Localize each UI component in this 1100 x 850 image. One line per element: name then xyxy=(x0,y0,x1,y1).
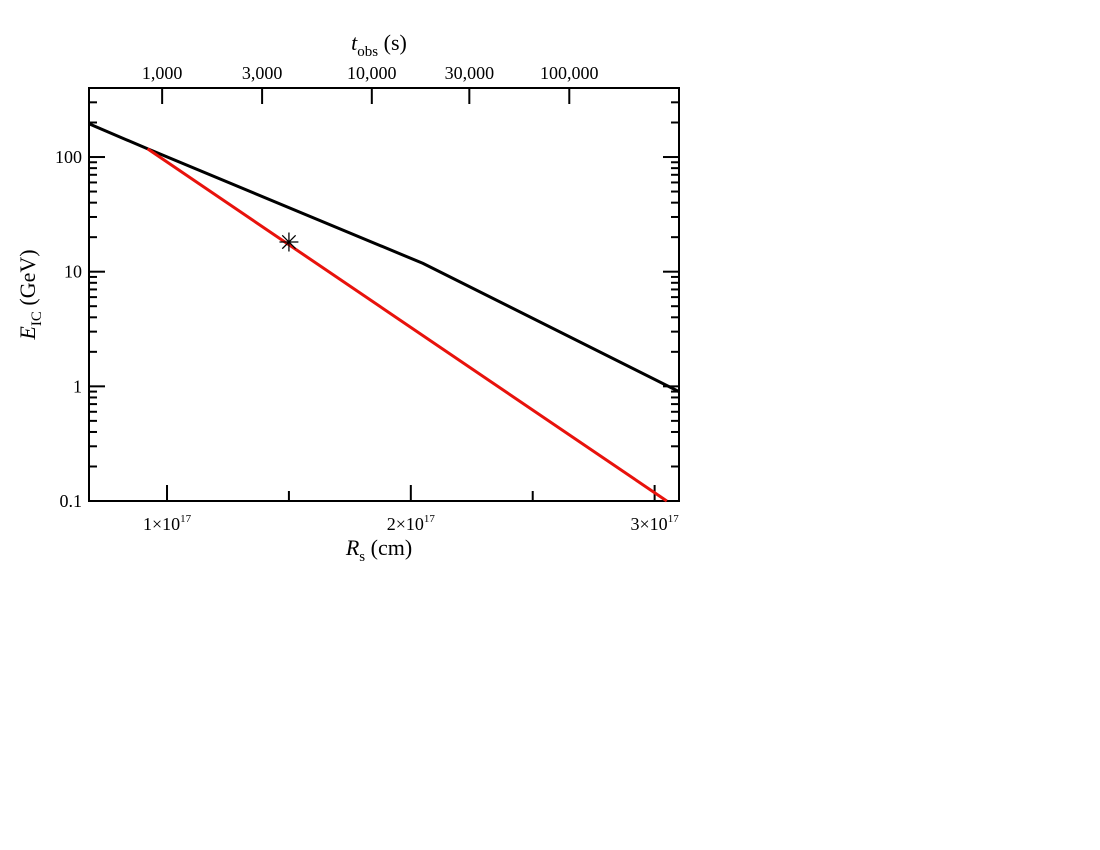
y-axis-title: EIC (GeV) xyxy=(15,249,45,340)
x-tick-label: 1×1017 xyxy=(143,513,192,534)
y-tick-label: 0.1 xyxy=(60,491,83,511)
x-axis-title: Rs (cm) xyxy=(345,535,412,565)
top-tick-label: 30,000 xyxy=(445,63,495,83)
top-tick-label: 10,000 xyxy=(347,63,397,83)
top-tick-label: 1,000 xyxy=(142,63,183,83)
x-tick-label: 3×1017 xyxy=(631,513,680,534)
top-tick-label: 100,000 xyxy=(540,63,599,83)
y-tick-label: 10 xyxy=(64,262,82,282)
plot-frame xyxy=(88,87,680,502)
x-tick-label: 2×1017 xyxy=(387,513,436,534)
series-line-1 xyxy=(88,122,680,393)
data-point-marker: ✳ xyxy=(278,228,300,258)
top-axis-title: tobs (s) xyxy=(351,30,407,60)
top-tick-label: 3,000 xyxy=(242,63,283,83)
y-tick-label: 100 xyxy=(55,147,82,167)
plot-area: 0.1 1 10 100 1×1017 2×1017 3×1017 1,000 3,000 10,… xyxy=(15,30,680,565)
series-line-2 xyxy=(146,147,668,503)
y-tick-label: 1 xyxy=(73,376,82,396)
